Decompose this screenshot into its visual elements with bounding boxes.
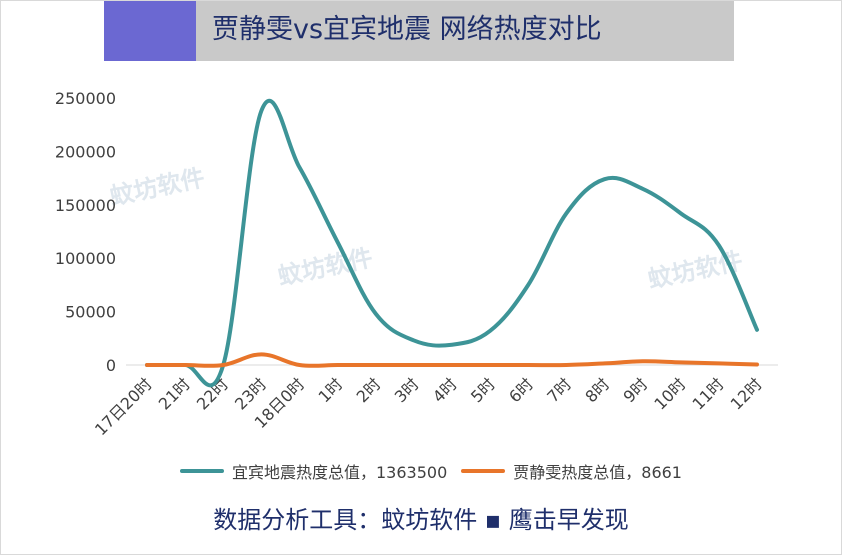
chart-title: 贾静雯vs宜宾地震 网络热度对比 bbox=[212, 14, 602, 45]
title-bar bbox=[104, 1, 734, 61]
y-axis: 0 50000 100000 150000 200000 250000 bbox=[55, 89, 116, 375]
watermark-text: 蚊坊软件 bbox=[107, 164, 207, 211]
x-tick-label: 8时 bbox=[581, 374, 613, 406]
x-tick-label: 7时 bbox=[543, 374, 575, 406]
legend-label-series-1: 宜宾地震热度总值，1363500 bbox=[232, 463, 448, 482]
series-line-2 bbox=[145, 352, 759, 368]
x-tick-label: 21时 bbox=[155, 374, 194, 413]
x-tick-label: 6时 bbox=[505, 374, 537, 406]
x-tick-label: 12时 bbox=[727, 374, 766, 413]
x-tick-label: 5时 bbox=[467, 374, 499, 406]
y-tick-label: 150000 bbox=[55, 196, 116, 215]
x-tick-label: 4时 bbox=[429, 374, 461, 406]
y-tick-label: 100000 bbox=[55, 249, 116, 268]
series-group bbox=[145, 99, 759, 388]
x-tick-label: 10时 bbox=[650, 374, 689, 413]
legend: 宜宾地震热度总值，1363500 贾静雯热度总值，8661 bbox=[180, 456, 696, 486]
y-tick-label: 200000 bbox=[55, 142, 116, 161]
legend-item-series-1[interactable]: 宜宾地震热度总值，1363500 bbox=[180, 459, 447, 483]
x-tick-label: 9时 bbox=[620, 374, 652, 406]
title-accent bbox=[104, 1, 196, 61]
legend-label-series-2: 贾静雯热度总值，8661 bbox=[513, 463, 682, 482]
y-tick-label: 250000 bbox=[55, 89, 116, 108]
legend-swatch-series-1 bbox=[180, 469, 224, 473]
x-tick-label: 1时 bbox=[315, 374, 347, 406]
legend-item-series-2[interactable]: 贾静雯热度总值，8661 bbox=[461, 459, 682, 483]
x-tick-label: 3时 bbox=[391, 374, 423, 406]
legend-swatch-series-2 bbox=[461, 469, 506, 473]
footer-caption: 数据分析工具：蚊坊软件 ▪ 鹰击早发现 bbox=[213, 506, 629, 534]
y-tick-label: 0 bbox=[106, 356, 116, 375]
x-tick-label: 17日20时 bbox=[91, 374, 156, 439]
x-tick-label: 2时 bbox=[353, 374, 385, 406]
y-tick-label: 50000 bbox=[65, 303, 116, 322]
x-tick-label: 11时 bbox=[689, 374, 728, 413]
series-line-1 bbox=[145, 99, 759, 388]
x-tick-label: 22时 bbox=[193, 374, 232, 413]
